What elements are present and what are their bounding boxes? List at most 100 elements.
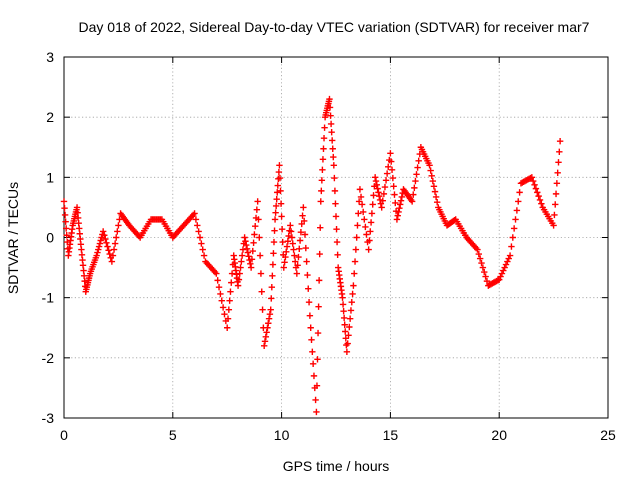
data-point (110, 246, 118, 253)
y-tick-label: 0 (46, 230, 54, 246)
data-point (248, 256, 256, 263)
data-point (318, 187, 325, 195)
data-point (224, 324, 231, 331)
y-tick-label: 1 (46, 169, 54, 185)
data-point (378, 204, 385, 211)
data-point (243, 241, 250, 249)
data-point (326, 95, 333, 103)
data-point (256, 252, 264, 259)
data-point (109, 252, 117, 259)
y-tick-label: -3 (42, 410, 55, 426)
data-point (510, 225, 518, 232)
data-point (411, 184, 418, 192)
data-point (251, 231, 258, 238)
data-point (259, 306, 266, 313)
data-point (225, 306, 233, 313)
data-point (287, 228, 295, 235)
data-point (314, 329, 322, 337)
data-point (247, 260, 254, 268)
data-point (320, 145, 327, 152)
data-point (373, 181, 380, 189)
data-point (536, 196, 544, 204)
data-point (380, 190, 388, 198)
data-point (301, 231, 309, 238)
data-point (366, 237, 373, 244)
data-point (388, 166, 396, 174)
grid (64, 57, 608, 418)
data-point (341, 321, 348, 328)
data-point (375, 189, 382, 196)
data-point (62, 218, 69, 225)
data-point (319, 156, 327, 163)
data-point (227, 288, 234, 295)
data-point (427, 167, 434, 174)
data-point (296, 237, 304, 244)
chart-title: Day 018 of 2022, Sidereal Day-to-day VTE… (79, 19, 590, 35)
data-point (194, 222, 201, 229)
data-point (504, 258, 511, 265)
data-point (281, 259, 288, 266)
data-point (268, 283, 276, 291)
data-point (297, 229, 305, 236)
data-point (354, 222, 361, 229)
data-point (268, 295, 275, 302)
data-point (271, 216, 279, 223)
data-point (345, 332, 352, 339)
data-point (315, 277, 323, 284)
data-point (224, 315, 232, 322)
data-point (245, 253, 252, 260)
data-point (113, 234, 120, 241)
data-point (261, 338, 269, 345)
y-tick-label: -1 (42, 290, 55, 306)
data-point (238, 252, 246, 259)
data-point (327, 112, 334, 119)
data-point (535, 192, 542, 200)
data-point (410, 191, 417, 198)
data-point (103, 239, 110, 246)
data-point (331, 187, 339, 195)
data-point (369, 201, 376, 208)
data-point (426, 162, 433, 169)
data-point (106, 250, 113, 258)
data-point (428, 172, 435, 180)
data-point (272, 202, 280, 210)
data-point (328, 129, 335, 136)
data-point (309, 360, 317, 368)
data-point (274, 189, 281, 196)
data-point (353, 234, 360, 241)
data-point (556, 148, 563, 155)
data-point (396, 204, 403, 212)
data-point (278, 213, 285, 220)
data-point (516, 189, 523, 196)
data-point (432, 193, 440, 201)
data-point (308, 336, 315, 343)
data-point (351, 270, 358, 277)
data-point (479, 264, 487, 271)
data-point (395, 208, 402, 216)
data-point (304, 271, 311, 279)
data-point (397, 197, 405, 204)
data-point (327, 120, 335, 128)
x-tick-label: 20 (491, 427, 507, 443)
data-point (200, 252, 208, 259)
data-point (291, 252, 298, 259)
data-point (302, 244, 310, 252)
data-point (272, 209, 279, 216)
data-point (214, 277, 221, 284)
data-point (305, 285, 312, 292)
data-point (276, 162, 283, 169)
data-point (60, 198, 68, 205)
data-point (358, 201, 366, 208)
data-point (383, 170, 391, 177)
data-point (252, 223, 259, 230)
data-point (385, 163, 392, 171)
plot-frame (63, 56, 609, 419)
data-point (253, 206, 261, 213)
data-point (260, 342, 268, 349)
data-point (532, 185, 540, 192)
x-tick-label: 25 (600, 427, 616, 443)
data-point (116, 216, 123, 223)
data-point (226, 297, 233, 304)
y-axis-label: SDTVAR / TECUs (5, 182, 21, 294)
